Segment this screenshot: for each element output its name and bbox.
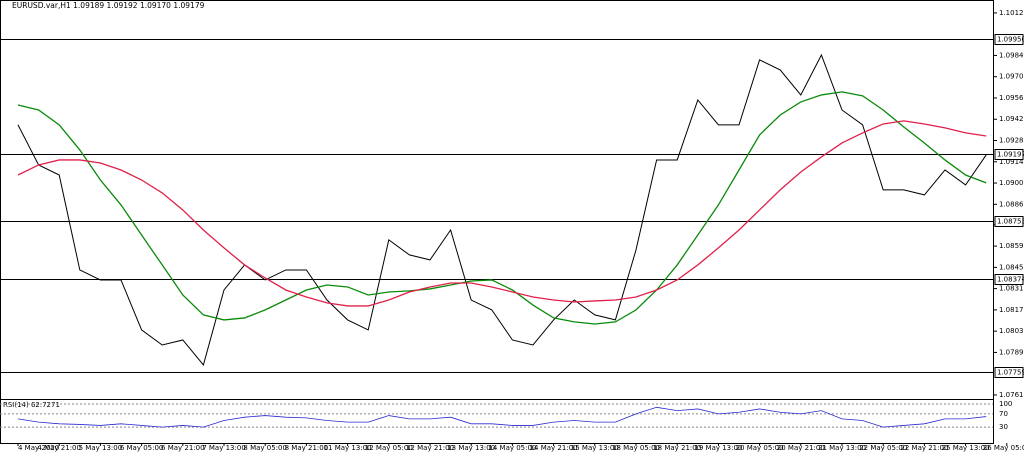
x-tick-label: 21 May 13:00 bbox=[818, 444, 866, 452]
moving-average bbox=[17, 120, 987, 307]
x-tick-label: 26 May 05:00 bbox=[983, 444, 1024, 452]
x-tick-label: 22 May 21:00 bbox=[900, 444, 948, 452]
x-tick-label: 6 May 05:00 bbox=[120, 444, 164, 452]
x-tick-label: 18 May 21:00 bbox=[653, 444, 701, 452]
x-tick-label: 8 May 05:00 bbox=[243, 444, 287, 452]
y-tick-label: 1.09425 bbox=[999, 115, 1024, 123]
level-label-box bbox=[994, 274, 1024, 285]
rsi-tick-label: 30 bbox=[999, 423, 1008, 431]
moving-average bbox=[17, 91, 987, 325]
level-label-box bbox=[994, 367, 1024, 378]
y-tick-label: 1.08450 bbox=[999, 263, 1024, 271]
x-tick-label: 22 May 05:00 bbox=[859, 444, 907, 452]
y-tick-label: 1.08030 bbox=[999, 327, 1024, 335]
x-tick-label: 15 May 13:00 bbox=[571, 444, 619, 452]
x-tick-label: 25 May 13:00 bbox=[942, 444, 990, 452]
x-tick-label: 6 May 21:00 bbox=[161, 444, 205, 452]
x-tick-label: 13 May 13:00 bbox=[447, 444, 495, 452]
y-tick-label: 1.08865 bbox=[999, 200, 1024, 208]
y-tick-label: 1.07610 bbox=[999, 391, 1024, 399]
y-tick-label: 1.08310 bbox=[999, 285, 1024, 293]
y-tick-label: 1.07890 bbox=[999, 348, 1024, 356]
x-tick-label: 14 May 21:00 bbox=[530, 444, 578, 452]
y-tick-label: 1.08590 bbox=[999, 242, 1024, 250]
rsi-tick-label: 100 bbox=[999, 400, 1012, 408]
x-tick-label: 20 May 05:00 bbox=[736, 444, 784, 452]
y-tick-label: 1.09845 bbox=[999, 51, 1024, 59]
x-tick-label: 4 May 2020 bbox=[18, 444, 59, 452]
level-label: 1.09950 bbox=[997, 36, 1024, 44]
y-tick-label: 1.09005 bbox=[999, 179, 1024, 187]
x-tick-label: 8 May 21:00 bbox=[285, 444, 329, 452]
x-tick-label: 20 May 21:00 bbox=[777, 444, 825, 452]
price-line bbox=[17, 53, 987, 366]
y-tick-label: 1.10125 bbox=[999, 9, 1024, 17]
level-label-box bbox=[994, 149, 1024, 160]
level-label: 1.08374 bbox=[997, 276, 1024, 284]
level-label: 1.07759 bbox=[997, 369, 1024, 377]
x-tick-label: 12 May 05:00 bbox=[365, 444, 413, 452]
x-tick-label: 5 May 13:00 bbox=[79, 444, 123, 452]
level-label-box bbox=[994, 216, 1024, 227]
rsi-tick-label: 70 bbox=[999, 410, 1008, 418]
chart-title: EURUSD.var,H1 1.09189 1.09192 1.09170 1.… bbox=[12, 1, 205, 10]
y-tick-label: 1.09145 bbox=[999, 158, 1024, 166]
level-label: 1.08753 bbox=[997, 218, 1024, 226]
y-tick-label: 1.09565 bbox=[999, 94, 1024, 102]
y-tick-label: 1.08170 bbox=[999, 306, 1024, 314]
rsi-line bbox=[17, 406, 987, 428]
x-tick-label: 11 May 13:00 bbox=[324, 444, 372, 452]
y-tick-label: 1.09285 bbox=[999, 137, 1024, 145]
x-tick-label: 4 May 21:00 bbox=[37, 444, 81, 452]
x-tick-label: 14 May 05:00 bbox=[488, 444, 536, 452]
x-tick-label: 7 May 13:00 bbox=[202, 444, 246, 452]
x-tick-label: 19 May 13:00 bbox=[694, 444, 742, 452]
x-tick-label: 12 May 21:00 bbox=[406, 444, 454, 452]
rsi-title: RSI(14) 62.7271 bbox=[3, 401, 60, 409]
x-tick-label: 18 May 05:00 bbox=[612, 444, 660, 452]
y-tick-label: 1.09705 bbox=[999, 73, 1024, 81]
level-label-box bbox=[994, 34, 1024, 45]
level-label: 1.09197 bbox=[997, 151, 1024, 159]
